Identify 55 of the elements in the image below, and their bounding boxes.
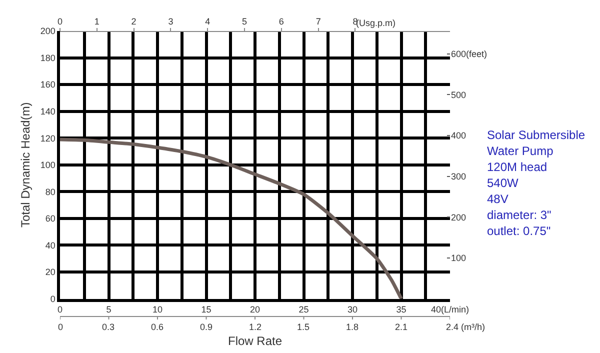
x-tick-label: 0	[57, 304, 63, 314]
x-tick-label: 15	[201, 304, 212, 314]
text: diameter: 3"	[487, 208, 552, 222]
y2-tick-label: 600(feet)	[451, 49, 488, 60]
text: Solar Submersible	[487, 128, 586, 142]
x-tick-label: 5	[106, 304, 112, 314]
line-series	[60, 138, 403, 299]
x2-tick-label: 7	[316, 16, 321, 26]
x2-tick-label: 4	[205, 16, 210, 26]
y2-tick-label: 500	[451, 90, 466, 100]
text: 0	[58, 322, 64, 332]
y-tick-label: 120	[40, 133, 56, 144]
x-tick-label: 35	[396, 304, 406, 314]
y2-tick-label: 400	[451, 130, 466, 141]
text: Water Pump	[487, 144, 554, 158]
y2-tick-label: 200	[451, 212, 466, 222]
y-tick-label: 200	[40, 26, 56, 36]
x2-tick-label: 6	[278, 16, 284, 26]
x-tick-label: 30	[347, 304, 358, 314]
x2-tick-label: 3	[168, 16, 174, 26]
y-tick-label: 180	[40, 52, 56, 63]
y-tick-label: 100	[40, 160, 56, 170]
y-axis-title: Total Dynamic Head(m)	[18, 102, 33, 228]
y-tick-label: 20	[45, 267, 56, 278]
text: outlet: 0.75"	[487, 224, 551, 238]
x2-tick-label: 2	[131, 16, 136, 26]
y2-tick-label: 300	[451, 172, 466, 182]
x2-tick-label: 8	[352, 16, 358, 26]
text: 48V	[487, 192, 508, 206]
text: 120M head	[487, 160, 548, 174]
x-tick-label: 10	[152, 304, 163, 314]
x-tick-label: 25	[298, 304, 309, 314]
text: 1.2	[249, 322, 262, 332]
x-tick-label: 20	[250, 304, 260, 314]
x-axis-title: Flow Rate	[228, 334, 282, 348]
text: 0.6	[151, 322, 164, 332]
text: 0.9	[200, 322, 213, 332]
y-tick-label: 60	[45, 214, 56, 224]
x2-tick-label: 0	[57, 16, 63, 26]
x2-axis-title: (Usg.p.m)	[356, 18, 396, 28]
x-tick-label: 40(L/min)	[430, 304, 470, 314]
y-tick-label: 140	[40, 106, 56, 116]
y-tick-label: 80	[45, 186, 56, 197]
text: 0.3	[102, 322, 115, 332]
text: 2.4 (m³/h)	[446, 322, 486, 332]
y2-tick-label: 100	[451, 253, 466, 264]
x2-tick-label: 5	[242, 16, 248, 26]
y-tick-label: 40	[45, 240, 56, 250]
y-tick-label: 160	[40, 80, 56, 90]
text: 540W	[487, 176, 520, 190]
y-tick-label: 0	[50, 294, 56, 304]
text: 1.8	[346, 322, 359, 332]
x2-tick-label: 1	[94, 16, 100, 26]
text: 1.5	[297, 322, 310, 332]
text: 2.1	[395, 322, 408, 332]
